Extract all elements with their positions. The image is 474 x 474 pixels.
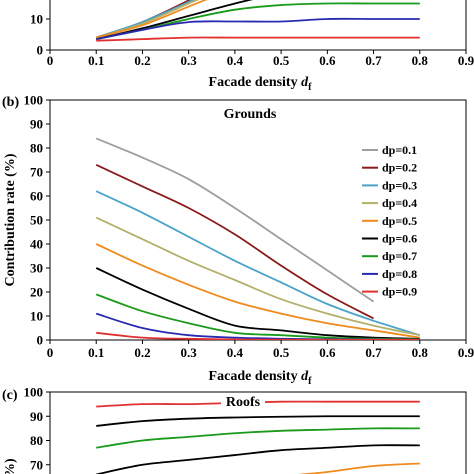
x-axis-title-sub: f [308,82,312,93]
x-tick-label: 0.3 [181,53,198,68]
y-tick-label: 100 [24,93,44,108]
y-tick-label: 90 [30,117,43,132]
y-tick-label: 60 [30,189,43,204]
y-tick-label: 30 [30,261,43,276]
series-line-dp-0-2 [95,163,374,320]
legend-label: dp=0.8 [382,267,417,281]
y-tick-label: 0 [37,333,44,348]
y-tick-label: 80 [30,433,43,448]
x-axis-title-text: Facade density [209,75,302,90]
series-group [96,400,420,474]
x-tick-label: 0.6 [319,53,336,68]
x-tick-label: 0.7 [365,53,382,68]
x-tick-label: 0.1 [88,53,104,68]
y-tick-label: 0 [37,43,44,58]
panel-title: Roofs [226,395,261,410]
y-axis-title: (%) [3,458,18,474]
x-axis-title-text: Facade density [209,369,302,384]
panel-a-plot: 0 10 0 0.1 0.2 0.3 0.4 0.5 0.6 0.7 0.8 0.9 Facade de… [30,0,474,93]
series-line-dp-0-4 [95,216,420,337]
legend-label: dp=0.1 [382,143,417,157]
x-axis-title-var: d [301,369,309,384]
x-tick-label: 0.9 [458,345,474,360]
series-line-curve-5 [95,0,208,39]
x-tick-label: 0.5 [273,53,290,68]
y-tick-label: 10 [30,12,43,27]
series-line-curve-9 [96,36,420,42]
series-line-dp-0-5 [95,243,420,339]
legend-label: dp=0.6 [382,232,417,246]
x-tick-label: 0 [47,53,54,68]
x-tick-label: 0.8 [412,345,429,360]
series-group [95,137,421,340]
x-axis-title: Facade density df [209,75,313,93]
x-tick-label: 0.2 [134,53,150,68]
series-line-curve-8 [96,17,420,41]
x-tick-label: 0.5 [273,345,290,360]
y-tick-label: 90 [30,409,43,424]
x-tick-label: 0.4 [227,345,244,360]
y-tick-label: 70 [30,165,43,180]
panel-title: Grounds [224,107,277,122]
x-axis-title-var: d [301,75,309,90]
x-axis-title: Facade density df [209,369,313,387]
series-line-dp-0-3 [95,190,421,337]
series-group [95,0,420,42]
x-tick-label: 0.8 [412,53,429,68]
legend-label: dp=0.4 [382,196,417,210]
x-tick-label: 0.7 [365,345,382,360]
legend-label: dp=0.2 [382,161,417,175]
y-tick-label: 100 [24,385,44,400]
series-line-curve-5 [297,462,420,474]
legend-label: dp=0.7 [382,249,417,263]
series-line-dp-0-6 [95,267,420,340]
x-tick-label: 0 [47,345,54,360]
series-line-curve-2 [96,415,420,427]
legend-label: dp=0.9 [382,285,417,299]
y-tick-label: 10 [30,309,43,324]
x-tick-label: 0.9 [458,53,474,68]
legend-label: dp=0.5 [382,214,417,228]
panel-label: (b) [2,95,19,110]
series-line-curve-4 [96,444,420,474]
x-axis-title-sub: f [308,376,312,387]
x-tick-label: 0.4 [227,53,244,68]
series-line-curve-6 [96,0,254,41]
y-tick-label: 50 [30,213,43,228]
y-tick-label: 70 [30,457,43,472]
x-tick-label: 0.3 [181,345,198,360]
x-tick-label: 0.2 [134,345,150,360]
panel-label: (c) [2,388,18,403]
y-tick-label: 40 [30,237,43,252]
panel-title-backing [221,394,265,410]
y-tick-label: 80 [30,141,43,156]
legend-label: dp=0.3 [382,178,417,192]
series-line-dp-0-1 [95,137,375,303]
x-tick-label: 0.1 [88,345,104,360]
y-axis-title: Contribution rate (%) [3,153,18,286]
series-line-dp-0-9 [96,331,420,340]
y-tick-label: 20 [30,285,43,300]
panel-c-plot: 70 80 90 100 (%) (c) Roofs [2,385,467,474]
x-tick-label: 0.6 [319,345,336,360]
series-line-curve-3 [96,427,420,449]
panel-b-plot: 0 10 20 30 40 50 60 70 80 90 100 0 0.1 0.2 0.3 0.4 0.5 0.… [2,93,474,388]
